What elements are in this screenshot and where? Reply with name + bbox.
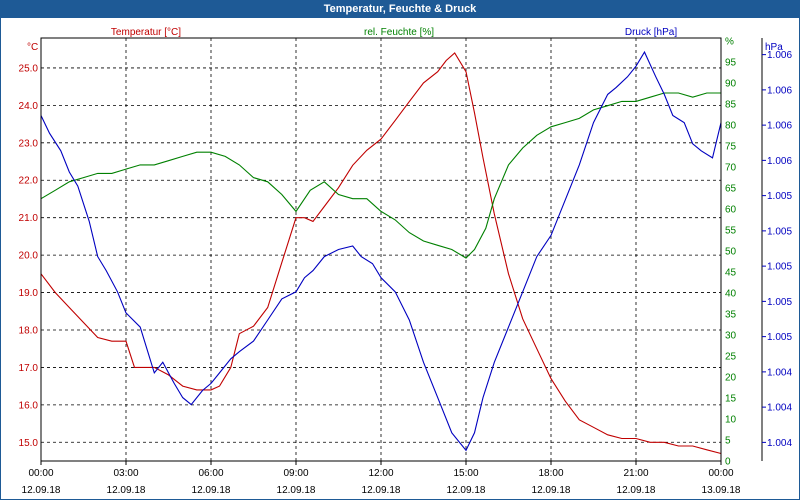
pressure-tick-label: 1.005 (767, 226, 792, 237)
pressure-tick-label: 1.005 (767, 332, 792, 343)
pressure-tick-label: 1.006 (767, 85, 792, 96)
series-lines (40, 50, 722, 455)
humidity-tick-label: 75 (725, 142, 737, 153)
humidity-tick-label: 50 (725, 247, 737, 258)
axes: 00:00 12.09.18 03:00 12.09.18 06:00 12.09.18 0… (19, 37, 793, 497)
temperature-tick-label: 20.0 (19, 251, 39, 262)
humidity-tick-label: 70 (725, 163, 737, 174)
humidity-tick-label: 35 (725, 310, 737, 321)
pressure-tick-label: 1.006 (767, 156, 792, 167)
x-tick-label-date: 13.09.18 (702, 485, 741, 496)
x-tick-label-time: 15:00 (453, 468, 478, 479)
temperature-tick-label: 22.0 (19, 176, 39, 187)
x-tick-label-time: 09:00 (283, 468, 308, 479)
humidity-tick-label: 0 (725, 457, 731, 468)
pressure-unit-label: hPa (765, 42, 783, 53)
humidity-tick-label: 20 (725, 373, 737, 384)
humidity-tick-label: 85 (725, 100, 737, 111)
temperature-tick-label: 21.0 (19, 213, 39, 224)
humidity-tick-label: 90 (725, 79, 737, 90)
temperature-tick-label: 17.0 (19, 363, 39, 374)
x-tick-label-date: 12.09.18 (107, 485, 146, 496)
temperature-tick-label: 24.0 (19, 101, 39, 112)
humidity-tick-label: 55 (725, 226, 737, 237)
temperature-tick-label: 15.0 (19, 438, 39, 449)
humidity-tick-label: 80 (725, 121, 737, 132)
pressure-line (40, 50, 722, 452)
humidity-tick-label: 40 (725, 289, 737, 300)
x-tick-label-date: 12.09.18 (362, 485, 401, 496)
pressure-tick-label: 1.004 (767, 367, 792, 378)
x-tick-label-date: 12.09.18 (532, 485, 571, 496)
x-tick-label-time: 18:00 (538, 468, 563, 479)
temperature-tick-label: 23.0 (19, 138, 39, 149)
temperature-unit-label: °C (27, 42, 38, 53)
x-tick-label-time: 21:00 (623, 468, 648, 479)
temperature-tick-label: 19.0 (19, 288, 39, 299)
humidity-tick-label: 5 (725, 436, 731, 447)
humidity-tick-label: 60 (725, 205, 737, 216)
pressure-tick-label: 1.005 (767, 297, 792, 308)
window-title: Temperatur, Feuchte & Druck (1, 1, 799, 18)
temperature-tick-label: 16.0 (19, 400, 39, 411)
x-tick-label-date: 12.09.18 (277, 485, 316, 496)
x-tick-label-date: 12.09.18 (447, 485, 486, 496)
humidity-tick-label: 65 (725, 184, 737, 195)
x-tick-label-time: 00:00 (28, 468, 53, 479)
pressure-tick-label: 1.004 (767, 403, 792, 414)
humidity-tick-label: 30 (725, 331, 737, 342)
humidity-tick-label: % (725, 37, 734, 48)
x-tick-label-time: 00:00 (708, 468, 733, 479)
humidity-line (40, 92, 721, 259)
x-tick-label-time: 12:00 (368, 468, 393, 479)
pressure-tick-label: 1.006 (767, 50, 792, 61)
pressure-tick-label: 1.005 (767, 191, 792, 202)
x-tick-label-date: 12.09.18 (22, 485, 61, 496)
pressure-axis-title: Druck [hPa] (625, 27, 677, 38)
pressure-tick-label: 1.005 (767, 262, 792, 273)
humidity-tick-label: 95 (725, 58, 737, 69)
grid (41, 38, 721, 461)
humidity-tick-label: 10 (725, 415, 737, 426)
humidity-axis-title: rel. Feuchte [%] (364, 27, 434, 38)
pressure-tick-label: 1.006 (767, 121, 792, 132)
humidity-tick-label: 15 (725, 394, 737, 405)
pressure-tick-label: 1.004 (767, 438, 792, 449)
x-tick-label-date: 12.09.18 (192, 485, 231, 496)
x-tick-label-date: 12.09.18 (617, 485, 656, 496)
x-tick-label-time: 03:00 (113, 468, 138, 479)
humidity-tick-label: 25 (725, 352, 737, 363)
temperature-tick-label: 18.0 (19, 325, 39, 336)
x-tick-label-time: 06:00 (198, 468, 223, 479)
temperature-tick-label: 25.0 (19, 63, 39, 74)
temperature-axis-title: Temperatur [°C] (111, 27, 181, 38)
humidity-tick-label: 45 (725, 268, 737, 279)
